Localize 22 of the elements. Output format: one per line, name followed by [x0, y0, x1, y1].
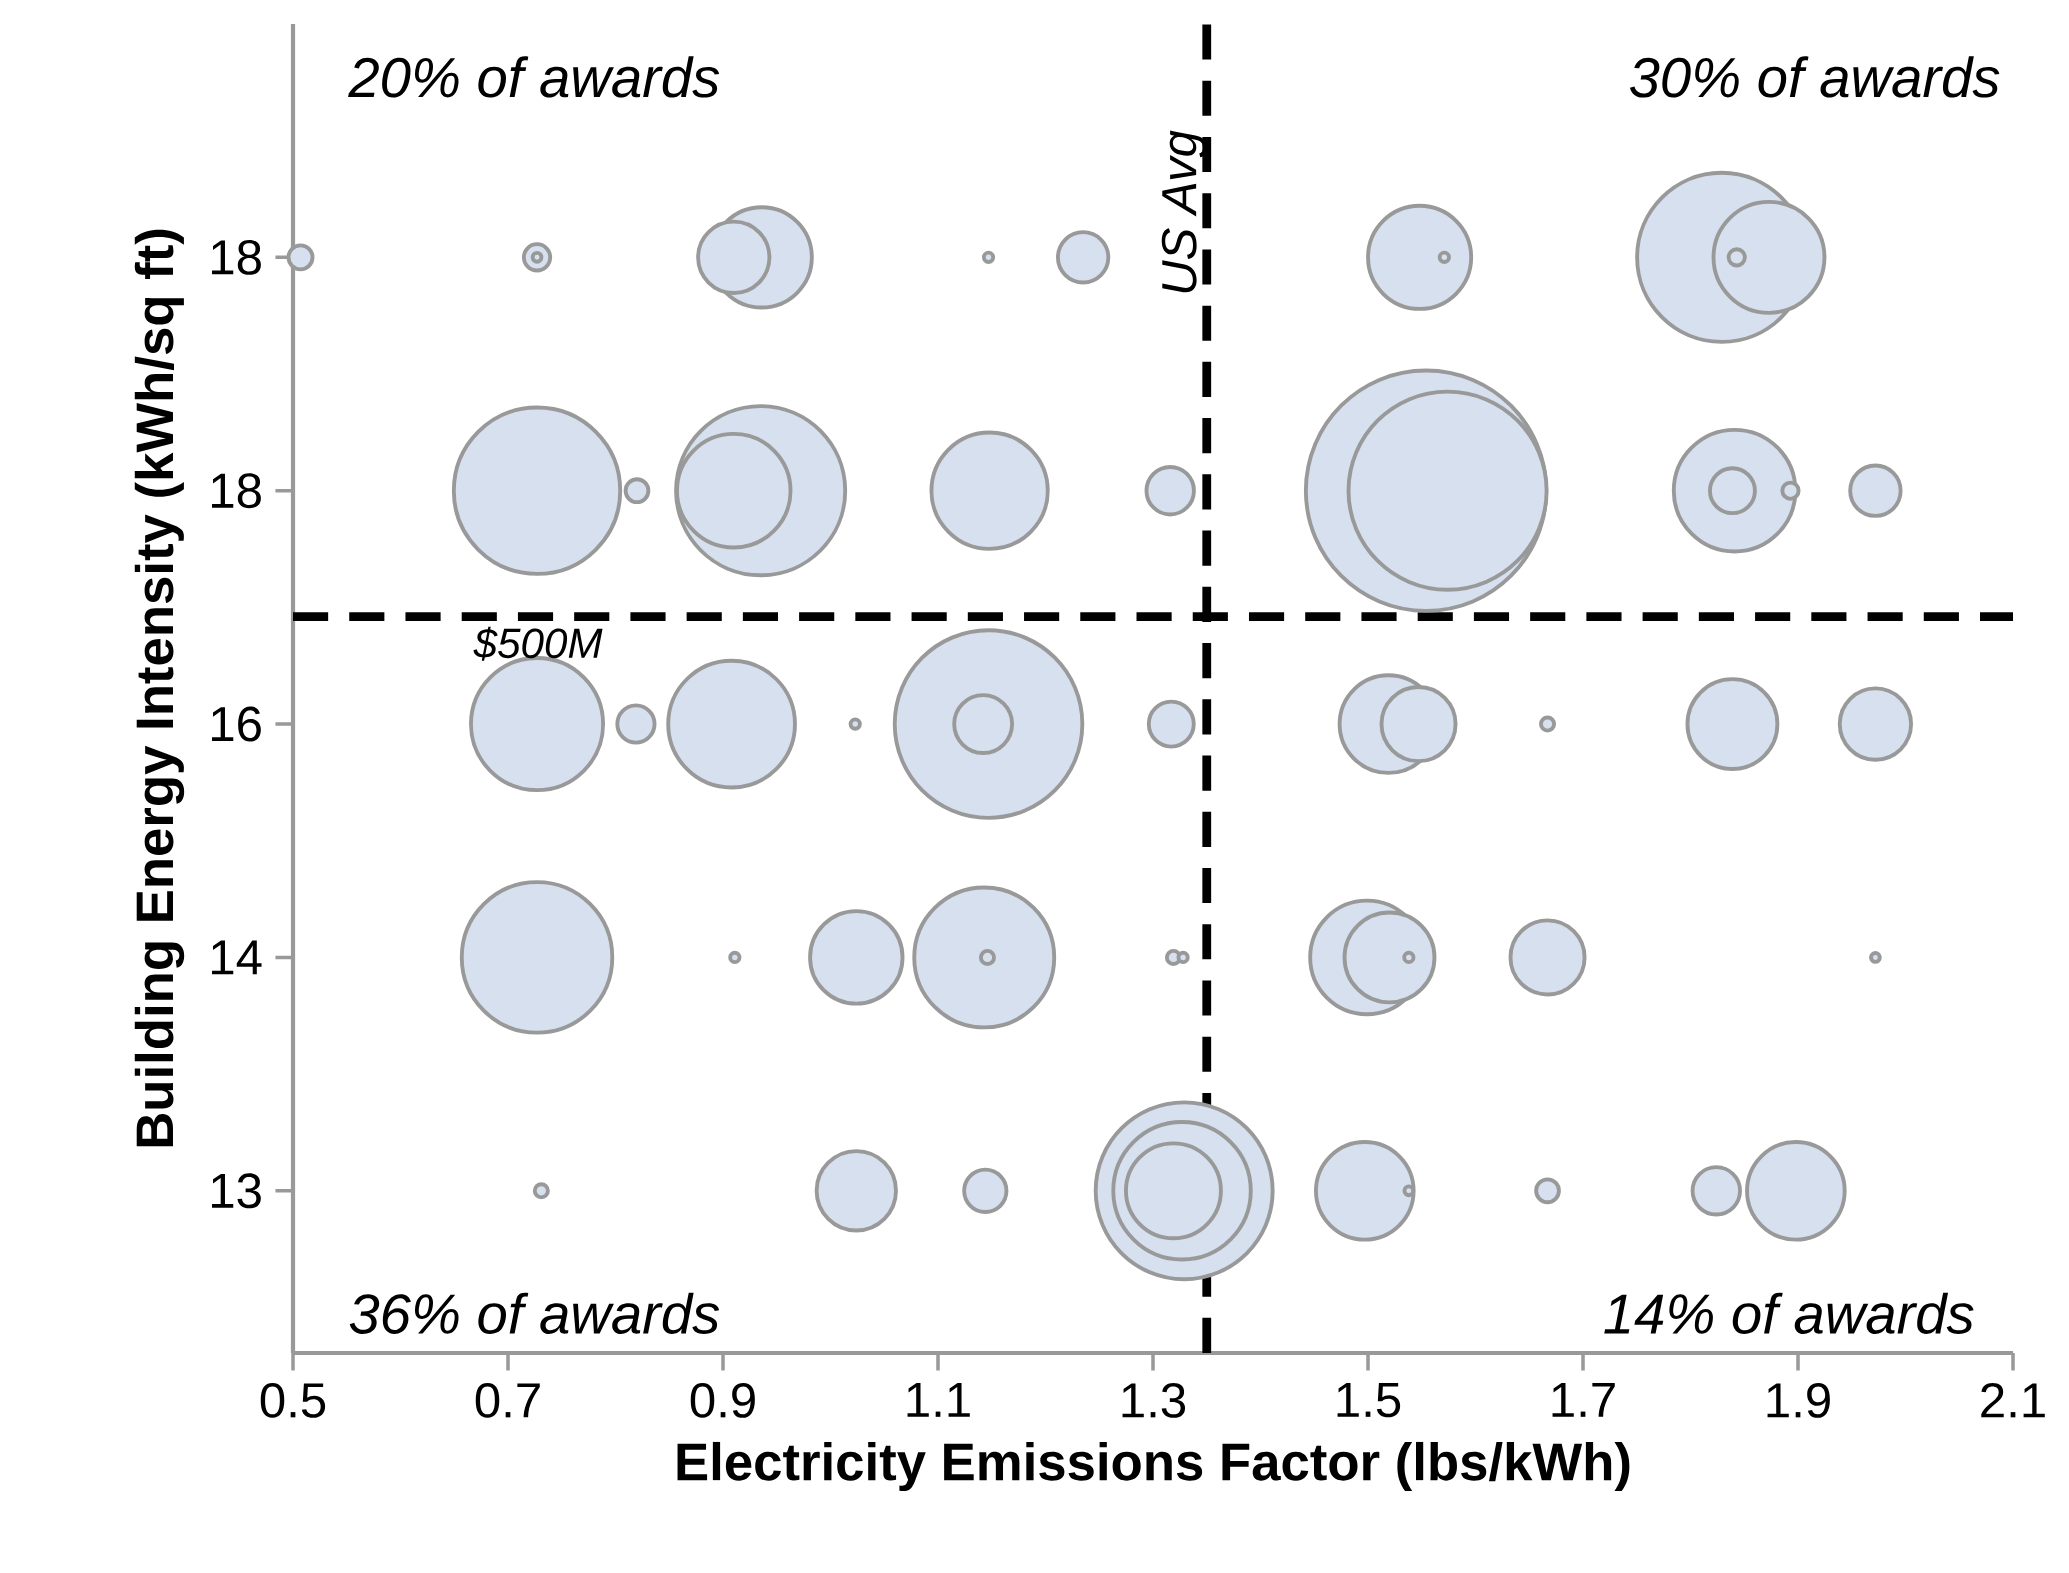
x-tick-label: 1.1	[907, 1382, 970, 1417]
ref-line-label: US Avg	[1161, 130, 1207, 293]
y-tick-label: 18	[212, 239, 261, 275]
annotation: 30% of awards	[1629, 56, 2000, 98]
x-tick-label: 1.9	[1767, 1382, 1830, 1418]
x-tick-label: 1.5	[1337, 1382, 1401, 1418]
annotation: 14% of awards	[1604, 1292, 1974, 1334]
x-tick-label: 0.7	[475, 1382, 540, 1418]
x-tick-label: 2.1	[1981, 1382, 2045, 1418]
y-axis-title: Building Energy Intensity (kWh/sq ft)	[134, 229, 185, 1147]
y-tick-label: 18	[212, 473, 261, 509]
annotation: 20% of awards	[348, 56, 720, 98]
annotation: $500M	[473, 626, 603, 661]
x-tick-label: 1.7	[1552, 1382, 1615, 1417]
x-tick-label: 1.3	[1122, 1382, 1186, 1418]
x-axis-title: Electricity Emissions Factor (lbs/kWh)	[677, 1441, 1630, 1492]
y-tick-label: 16	[212, 706, 261, 742]
x-tick-label: 0.5	[260, 1382, 326, 1418]
annotation: 36% of awards	[349, 1292, 720, 1334]
y-tick-label: 13	[212, 1173, 261, 1209]
x-tick-label: 0.9	[690, 1382, 755, 1418]
y-tick-label: 14	[212, 940, 262, 975]
